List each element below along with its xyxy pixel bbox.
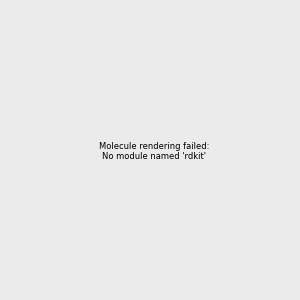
Text: Molecule rendering failed:
No module named 'rdkit': Molecule rendering failed: No module nam…	[99, 142, 209, 161]
